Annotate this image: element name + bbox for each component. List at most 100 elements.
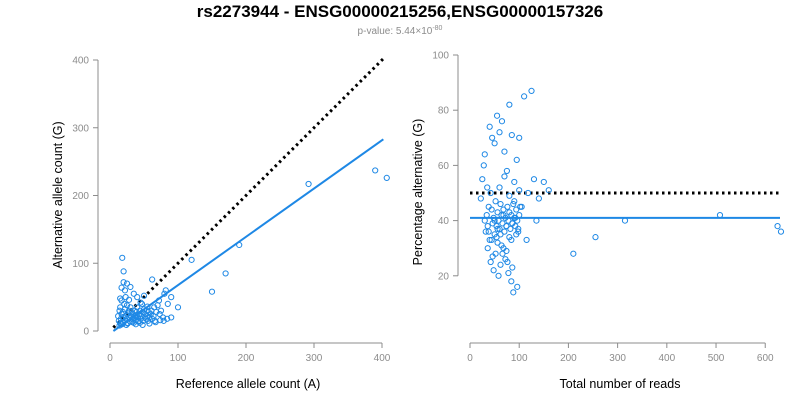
right-data-point (485, 228, 492, 235)
right-y-tick-label: 80 (438, 106, 450, 117)
right-data-point (510, 289, 517, 296)
right-data-point (479, 176, 486, 183)
right-data-point (480, 162, 487, 169)
left-data-point (168, 294, 175, 301)
left-reference-line (112, 55, 387, 329)
right-data-point (509, 220, 516, 227)
right-data-point (777, 228, 785, 235)
right-data-point (535, 195, 542, 202)
left-data-point (121, 287, 129, 294)
right-data-point (592, 234, 599, 241)
right-data-point (495, 272, 502, 279)
right-data-point (528, 87, 535, 94)
right-data-point (496, 129, 503, 136)
left-data-point (168, 314, 175, 321)
left-y-tick-label: 200 (72, 191, 89, 202)
right-x-tick-label: 600 (757, 353, 774, 364)
right-data-point (484, 184, 491, 191)
right-data-point (488, 206, 495, 213)
right-data-point (489, 134, 496, 141)
left-data-point (164, 315, 171, 322)
right-data-point (501, 148, 508, 155)
right-data-point (518, 203, 525, 210)
left-data-point (123, 280, 131, 287)
right-data-point (506, 234, 513, 241)
right-data-point (497, 231, 504, 238)
right-data-point (498, 242, 505, 249)
right-data-point (501, 173, 508, 180)
left-data-point (130, 290, 137, 297)
right-data-point (481, 151, 488, 158)
right-x-tick-label: 100 (511, 353, 528, 364)
left-data-point (157, 307, 165, 314)
left-data-point (144, 303, 151, 310)
subtitle-exponent: -80 (432, 25, 442, 32)
right-data-point (515, 225, 522, 232)
left-data-point (118, 284, 125, 291)
right-panel: Total number of reads Percentage alterna… (411, 51, 785, 391)
left-data-point (120, 279, 127, 286)
right-data-point (492, 198, 499, 205)
left-x-tick-label: 0 (107, 353, 113, 364)
right-data-point (503, 167, 511, 175)
right-y-tick-label: 100 (432, 51, 449, 62)
right-data-point (504, 258, 511, 266)
right-data-point (509, 264, 516, 271)
right-data-point (514, 283, 521, 290)
left-y-tick-label: 300 (72, 123, 89, 134)
right-data-point (511, 178, 518, 186)
left-data-point (372, 167, 379, 174)
right-data-point (513, 156, 520, 163)
left-data-point (164, 300, 171, 307)
right-x-axis-label: Total number of reads (560, 377, 681, 391)
left-data-point (138, 300, 146, 307)
left-data-point (127, 283, 134, 291)
right-data-point (484, 245, 491, 252)
left-regression-line (112, 138, 384, 332)
right-data-point (508, 131, 515, 139)
left-data-point (119, 254, 126, 261)
right-data-point (530, 176, 538, 183)
right-data-point (486, 123, 493, 130)
left-data-point (188, 256, 195, 263)
left-data-point (139, 321, 146, 329)
right-data-point (540, 178, 547, 186)
left-data-point (117, 295, 124, 302)
left-data-point (174, 304, 182, 311)
right-data-point (482, 228, 489, 235)
right-data-point (504, 203, 511, 210)
left-x-tick-label: 300 (306, 353, 323, 364)
right-data-point (521, 93, 528, 100)
left-data-point (140, 292, 148, 299)
right-y-tick-label: 40 (438, 216, 450, 227)
left-data-point (156, 310, 163, 318)
right-data-point (486, 236, 493, 244)
left-data-point (157, 317, 164, 324)
left-data-point (120, 268, 127, 275)
right-data-point (516, 134, 523, 141)
right-x-tick-label: 300 (609, 353, 626, 364)
right-data-point (497, 261, 504, 268)
right-data-point (494, 225, 501, 232)
right-x-tick-label: 0 (467, 353, 473, 364)
right-data-point (506, 101, 513, 108)
left-data-point (222, 270, 229, 277)
right-data-point (511, 198, 518, 205)
right-data-point (498, 118, 506, 125)
right-data-point (508, 278, 515, 285)
right-x-tick-label: 200 (560, 353, 577, 364)
right-data-point (524, 189, 532, 197)
right-data-point (493, 112, 501, 119)
left-data-point (125, 296, 133, 303)
right-y-axis-label: Percentage alternative (G) (411, 119, 425, 266)
right-data-point (491, 140, 498, 147)
right-data-point (513, 231, 520, 238)
right-data-point (489, 253, 496, 260)
left-data-point (208, 288, 216, 295)
right-data-point (506, 192, 513, 199)
right-y-tick-label: 20 (438, 271, 450, 282)
left-data-point (383, 174, 390, 181)
right-data-point (774, 223, 781, 230)
right-data-point (496, 184, 503, 191)
